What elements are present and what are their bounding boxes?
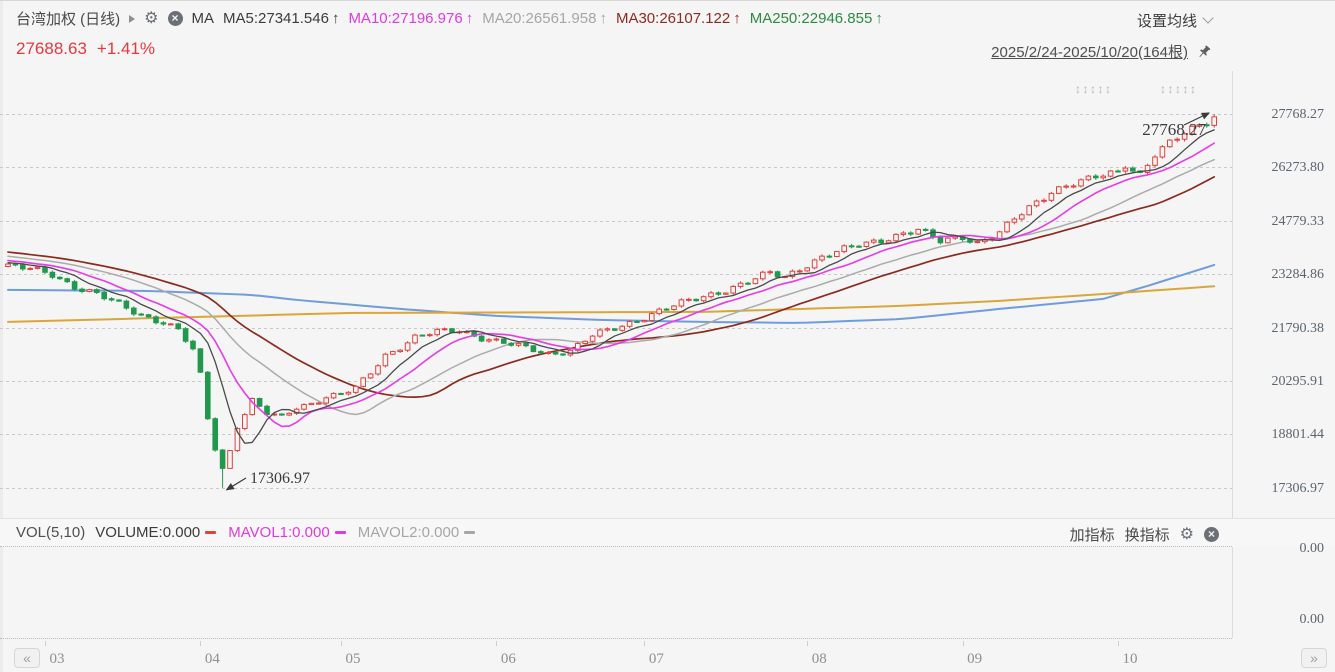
svg-text:27768.27: 27768.27 <box>1142 120 1206 139</box>
scroll-right-button[interactable]: » <box>1301 648 1327 668</box>
mavol2-legend: MAVOL2:0.000 <box>358 524 477 541</box>
month-label: 03 <box>50 651 65 668</box>
price-axis-label: 23284.86 <box>1240 267 1324 283</box>
price-axis-label: 17306.97 <box>1240 481 1324 497</box>
vol-gear-icon[interactable]: ⚙ <box>1180 527 1194 543</box>
stock-chart-app: 台湾加权 (日线) ⚙ × MA MA5:27341.546 ↑ MA10:27… <box>0 0 1335 672</box>
up-arrow-icon: ↑ <box>599 10 607 27</box>
month-tick <box>341 641 342 646</box>
ma30-legend: MA30:26107.122 ↑ <box>616 10 741 27</box>
month-tick <box>45 641 46 646</box>
last-price: 27688.63 <box>16 39 87 59</box>
month-label: 10 <box>1123 651 1138 668</box>
month-tick <box>496 641 497 646</box>
ma-settings-button[interactable]: 设置均线 <box>1137 10 1212 31</box>
price-axis-label: 20295.91 <box>1240 374 1324 390</box>
price-axis-label: 18801.44 <box>1240 427 1324 443</box>
add-indicator-button[interactable]: 加指标 <box>1070 524 1115 545</box>
ma10-legend: MA10:27196.976 ↑ <box>348 10 473 27</box>
up-arrow-icon: ↑ <box>875 10 883 27</box>
volume-dash-icon <box>205 531 216 534</box>
price-axis-label: 24779.33 <box>1240 214 1324 230</box>
ma250-legend: MA250:22946.855 ↑ <box>750 10 883 27</box>
month-label: 06 <box>501 651 516 668</box>
chart-header: 台湾加权 (日线) ⚙ × MA MA5:27341.546 ↑ MA10:27… <box>16 8 883 29</box>
date-range-wrap: 2025/2/24-2025/10/20(164根) <box>991 41 1212 62</box>
month-tick <box>200 641 201 646</box>
chevron-down-icon <box>1202 12 1213 23</box>
time-axis: « » 03 04 05 06 07 08 09 10 <box>0 641 1335 672</box>
price-axis-label: 26273.80 <box>1240 160 1324 176</box>
mavol1-legend: MAVOL1:0.000 <box>228 524 347 541</box>
ma5-legend: MA5:27341.546 ↑ <box>223 10 339 27</box>
change-percent: +1.41% <box>97 39 155 59</box>
axis-separator <box>1232 71 1233 638</box>
volume-grid-top <box>0 546 1232 547</box>
date-range-link[interactable]: 2025/2/24-2025/10/20(164根) <box>991 41 1188 62</box>
vol-indicator-label: VOL(5,10) <box>16 524 85 541</box>
candlestick-chart[interactable]: 17306.97 27768.27 <box>0 71 1232 518</box>
svg-text:17306.97: 17306.97 <box>250 470 310 487</box>
volume-axis-label: 0.00 <box>1240 612 1324 628</box>
month-label: 07 <box>649 651 664 668</box>
price-row: 27688.63 +1.41% <box>16 39 155 59</box>
mavol1-dash-icon <box>335 531 346 534</box>
mavol2-dash-icon <box>464 531 475 534</box>
scroll-left-button[interactable]: « <box>14 648 40 668</box>
month-tick <box>963 641 964 646</box>
expand-triangle-icon[interactable] <box>129 15 135 23</box>
up-arrow-icon: ↑ <box>332 10 340 27</box>
volume-legend: VOLUME:0.000 <box>95 524 218 541</box>
month-tick <box>807 641 808 646</box>
month-label: 09 <box>967 651 982 668</box>
symbol-title: 台湾加权 (日线) <box>16 8 120 29</box>
vol-close-icon[interactable]: × <box>1204 527 1219 542</box>
month-label: 04 <box>205 651 220 668</box>
up-arrow-icon: ↑ <box>733 10 741 27</box>
pin-icon[interactable] <box>1196 44 1212 60</box>
volume-grid-bottom <box>0 638 1232 639</box>
month-tick <box>1118 641 1119 646</box>
ma-group-label: MA <box>192 10 215 27</box>
price-axis-label: 27768.27 <box>1240 107 1324 123</box>
volume-axis-label: 0.00 <box>1240 541 1324 557</box>
gear-icon[interactable]: ⚙ <box>144 11 158 27</box>
month-label: 05 <box>346 651 361 668</box>
ma20-legend: MA20:26561.958 ↑ <box>482 10 607 27</box>
close-icon[interactable]: × <box>168 11 183 26</box>
up-arrow-icon: ↑ <box>466 10 474 27</box>
volume-panel-header: VOL(5,10) VOLUME:0.000 MAVOL1:0.000 MAVO… <box>0 518 1335 547</box>
price-axis-label: 21790.38 <box>1240 321 1324 337</box>
switch-indicator-button[interactable]: 换指标 <box>1125 524 1170 545</box>
month-tick <box>644 641 645 646</box>
month-label: 08 <box>812 651 827 668</box>
